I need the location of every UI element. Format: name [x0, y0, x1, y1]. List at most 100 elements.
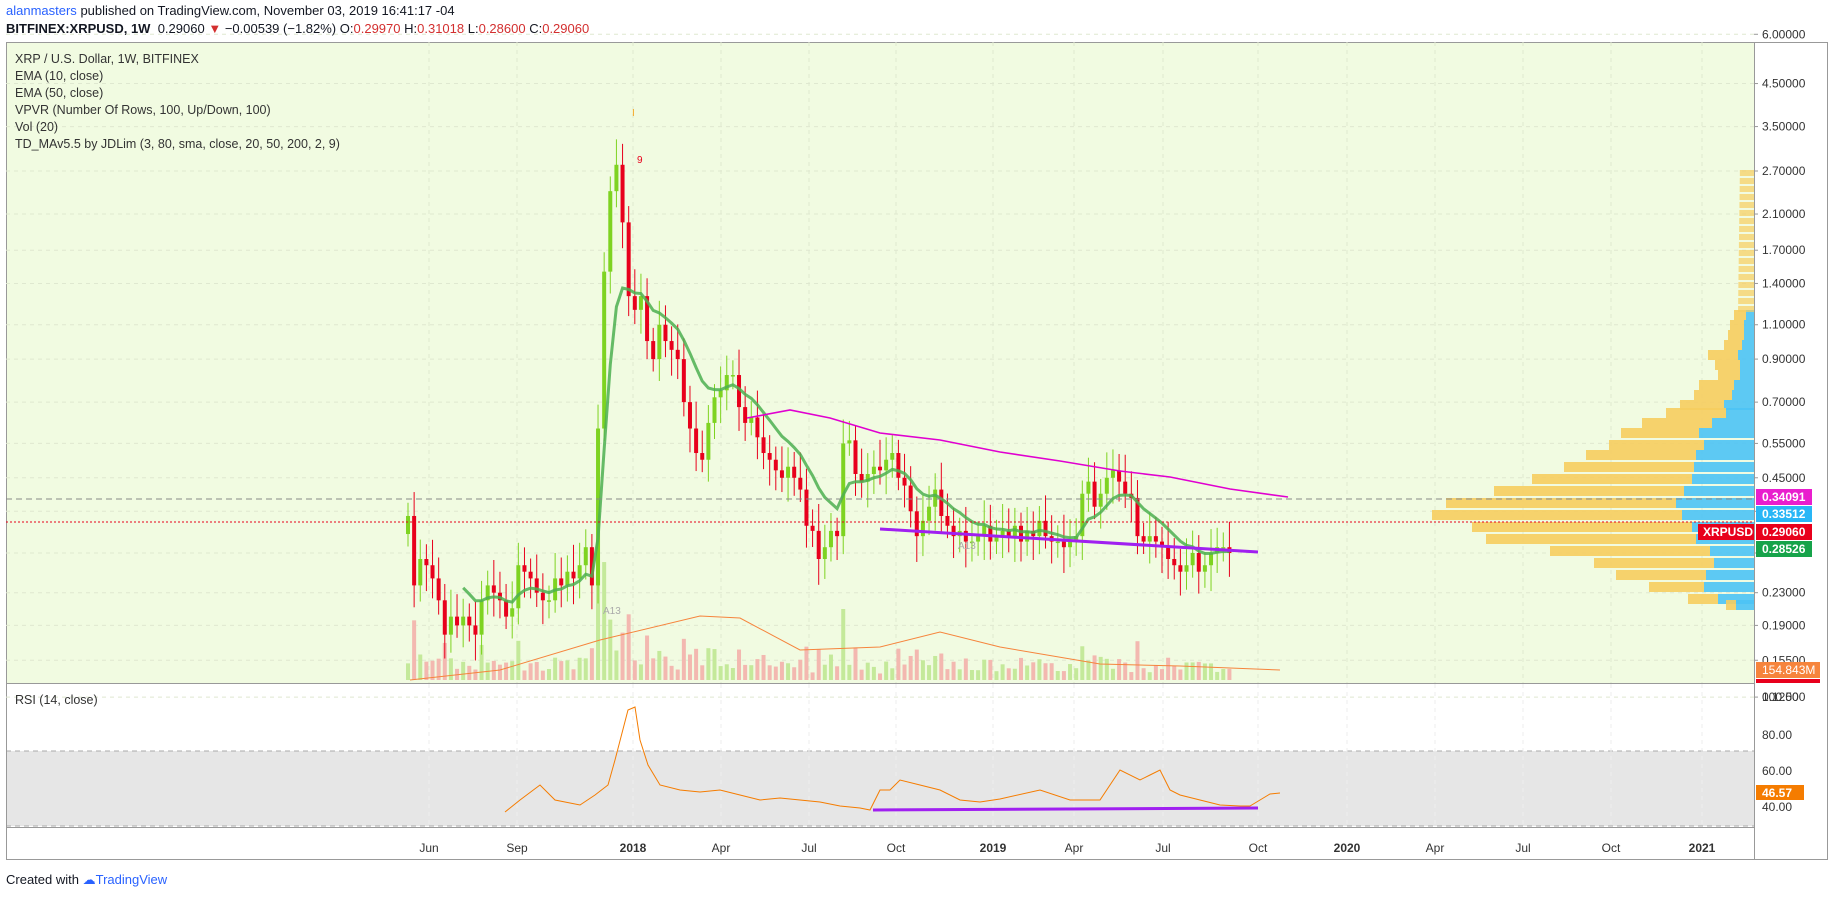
x-tick-label: Jul: [1155, 841, 1170, 855]
symbol-info-line: BITFINEX:XRPUSD, 1W 0.29060 ▼ −0.00539 (…: [6, 21, 589, 36]
volume-bar: [406, 663, 410, 680]
candle-body: [1159, 541, 1164, 548]
volume-bar: [596, 560, 601, 680]
vp-bar-up: [1696, 450, 1754, 460]
volume-bar: [504, 662, 509, 680]
x-tick-label: Oct: [1249, 841, 1268, 855]
x-tick-label: 2020: [1334, 841, 1361, 855]
volume-bar: [645, 635, 650, 680]
y-tick-label: 6.00000: [1762, 27, 1806, 41]
ema50-line[interactable]: [746, 409, 1289, 498]
vp-tail-bar: [1738, 274, 1754, 280]
rsi-trendline[interactable]: [872, 806, 1259, 812]
rsi-last-tag: [1756, 785, 1804, 800]
candle-body: [841, 443, 846, 537]
volume-bar: [1019, 657, 1023, 680]
candle-body: [657, 324, 662, 360]
volume-bar: [430, 660, 435, 680]
vp-bar-down: [1666, 408, 1726, 418]
volume-bar: [540, 670, 545, 680]
volume-bar: [1110, 668, 1115, 680]
volume-bar: [737, 649, 742, 680]
td-annotation: A13: [603, 606, 621, 617]
down-arrow-icon: ▼: [208, 21, 222, 36]
vp-bar-up: [1676, 498, 1754, 508]
candle-body: [1098, 493, 1103, 507]
volume-bar: [810, 672, 815, 680]
vp-tail-bar: [1738, 306, 1754, 312]
y-tick-label: 0.19000: [1762, 618, 1806, 632]
volume-bar: [1135, 641, 1140, 680]
candle-body: [467, 616, 472, 626]
legend-ema10[interactable]: EMA (10, close): [15, 69, 104, 83]
volume-bar: [424, 661, 429, 680]
legend-rsi[interactable]: RSI (14, close): [15, 693, 98, 707]
candle-body: [737, 375, 742, 408]
y-tick-label: 0.90000: [1762, 352, 1806, 366]
volume-bar: [773, 666, 778, 680]
price-change: −0.00539 (−1.82%): [224, 21, 337, 36]
publish-line: alanmasters published on TradingView.com…: [6, 3, 455, 18]
volume-bar: [577, 657, 582, 680]
vp-tail-bar: [1739, 234, 1754, 240]
vp-tail-bar: [1738, 282, 1754, 288]
vp-bar-up: [1740, 360, 1754, 370]
volume-bar: [1209, 663, 1214, 680]
legend-ema50[interactable]: EMA (50, close): [15, 86, 104, 100]
vp-bar-up: [1714, 558, 1754, 568]
vp-bar-down: [1699, 380, 1734, 390]
candle-body: [528, 571, 533, 579]
y-tick-label: 1.10000: [1762, 318, 1806, 332]
volume-bar: [1227, 668, 1232, 680]
rsi-last-value: 46.57: [1762, 786, 1792, 800]
created-with: Created with: [6, 872, 79, 887]
candle-body: [546, 600, 551, 602]
author-link[interactable]: alanmasters: [6, 3, 77, 18]
volume-bar: [902, 664, 907, 680]
x-tick-label: Oct: [887, 841, 906, 855]
support-trendline[interactable]: [879, 527, 1259, 554]
rsi-line[interactable]: [504, 706, 1281, 813]
candle-body: [792, 466, 797, 478]
legend-volume[interactable]: Vol (20): [15, 120, 59, 134]
candle-body: [1221, 547, 1226, 549]
volume-bar: [1178, 669, 1183, 680]
legend-vpvr[interactable]: VPVR (Number Of Rows, 100, Up/Down, 100): [15, 103, 271, 117]
volume-bar: [1184, 662, 1189, 680]
symbol-name[interactable]: BITFINEX:XRPUSD, 1W: [6, 21, 151, 36]
tradingview-brand[interactable]: TradingView: [95, 872, 168, 887]
volume-bar: [1055, 671, 1060, 680]
candle-body: [1202, 565, 1207, 572]
td-annotation: 9: [637, 155, 643, 166]
volume-bar: [847, 664, 852, 680]
volume-bar: [982, 659, 987, 680]
y-tick-label: 0.45000: [1762, 471, 1806, 485]
volume-bar: [614, 650, 619, 680]
candle-body: [1172, 559, 1177, 566]
x-tick-label: Jul: [801, 841, 816, 855]
vp-bar-down: [1734, 310, 1746, 320]
volume-bar: [651, 658, 656, 680]
tradingview-logo-icon[interactable]: ☁: [82, 872, 96, 887]
volume-bar: [497, 664, 502, 680]
candle-body: [620, 164, 625, 223]
main-pane[interactable]: [6, 42, 1754, 683]
price-tag-bg: [1756, 541, 1812, 557]
legend-symbol[interactable]: XRP / U.S. Dollar, 1W, BITFINEX: [15, 52, 199, 66]
price-tag-bg: [1756, 524, 1812, 540]
candle-body: [1055, 541, 1060, 544]
candle-body: [516, 565, 521, 609]
volume-bar: [1086, 660, 1091, 680]
candle-body: [786, 466, 791, 478]
volume-bar: [1117, 659, 1122, 680]
ema10-line[interactable]: [462, 286, 1230, 604]
volume-bar: [1068, 664, 1073, 680]
legend-td-ma[interactable]: TD_MAv5.5 by JDLim (3, 80, sma, close, 2…: [15, 137, 340, 151]
candle-body: [577, 565, 582, 579]
vp-bar-down: [1446, 498, 1676, 508]
candle-body: [927, 506, 932, 521]
volume-bar: [896, 648, 901, 680]
candle-body: [1141, 536, 1146, 542]
vp-bar-up: [1712, 418, 1754, 428]
